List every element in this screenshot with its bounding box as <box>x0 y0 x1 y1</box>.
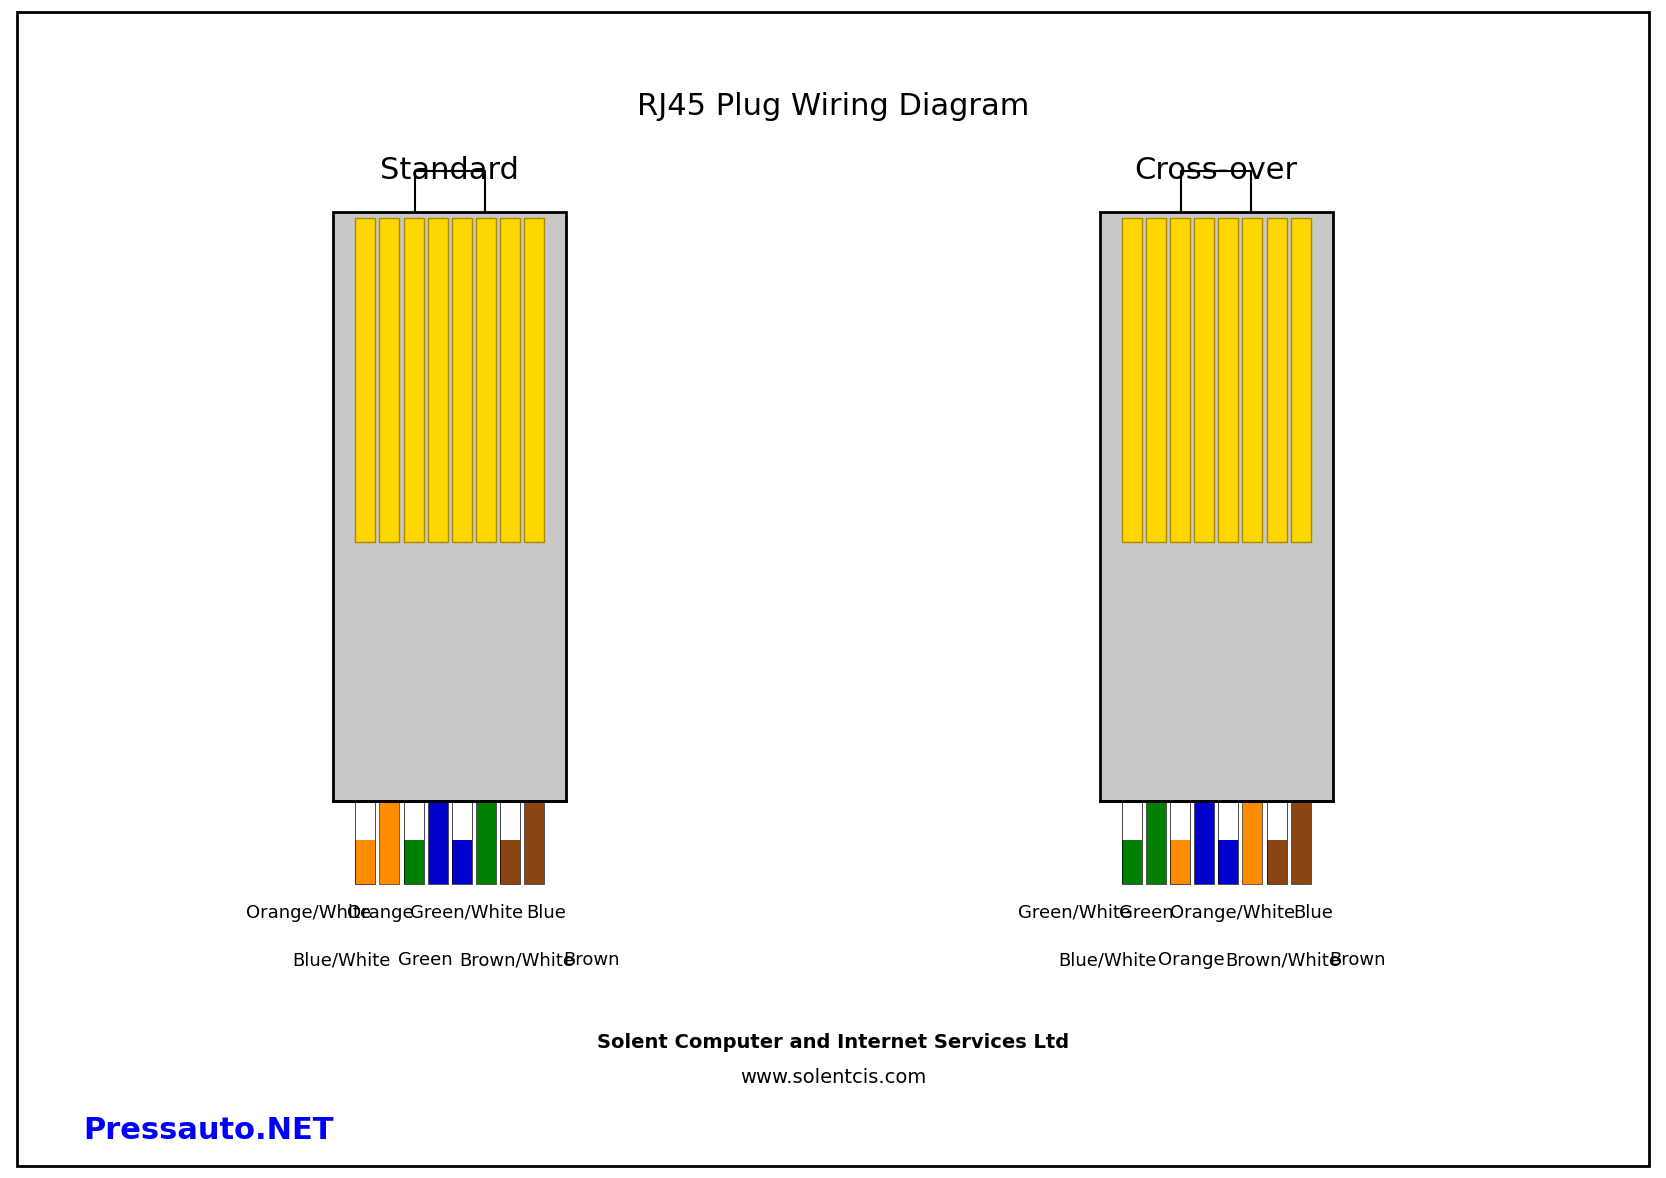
Bar <box>451 536 471 884</box>
Text: Cross-over: Cross-over <box>1135 157 1298 185</box>
Bar <box>355 536 375 884</box>
Bar <box>1121 623 1141 667</box>
Bar <box>1170 796 1190 840</box>
Bar <box>355 536 375 580</box>
Bar <box>403 623 423 667</box>
Bar <box>1266 536 1286 884</box>
Bar <box>403 536 423 884</box>
Bar <box>1218 536 1238 580</box>
Bar <box>428 536 448 884</box>
Bar <box>1266 623 1286 667</box>
Text: Green: Green <box>398 951 451 969</box>
Text: Pressauto.NET: Pressauto.NET <box>83 1117 333 1145</box>
Text: Orange: Orange <box>347 904 413 922</box>
Bar <box>1121 796 1141 840</box>
Text: Orange/White: Orange/White <box>1170 904 1296 922</box>
Bar <box>1243 218 1263 542</box>
Bar <box>403 709 423 753</box>
Bar <box>1291 218 1311 542</box>
Bar <box>1195 218 1215 542</box>
Bar <box>355 796 375 840</box>
Bar <box>1218 536 1238 884</box>
Text: Standard: Standard <box>380 157 520 185</box>
Bar <box>1266 796 1286 840</box>
Bar <box>1121 709 1141 753</box>
Bar <box>403 536 423 884</box>
Bar <box>1121 536 1141 884</box>
Text: Brown/White: Brown/White <box>1225 951 1341 969</box>
Bar <box>1146 218 1166 542</box>
Bar <box>1121 536 1141 580</box>
Bar <box>500 536 520 884</box>
Bar <box>1266 536 1286 580</box>
Bar <box>403 796 423 840</box>
Bar <box>380 536 400 884</box>
Bar <box>500 623 520 667</box>
Bar <box>451 218 471 542</box>
Bar <box>355 218 375 542</box>
Bar <box>451 536 471 884</box>
Bar <box>1218 796 1238 840</box>
Text: Blue/White: Blue/White <box>1058 951 1158 969</box>
Bar <box>1266 536 1286 884</box>
Bar <box>1170 536 1190 580</box>
Bar <box>1146 536 1166 884</box>
Bar <box>1218 218 1238 542</box>
Text: Green/White: Green/White <box>1018 904 1131 922</box>
Bar <box>1121 536 1141 884</box>
Bar <box>355 623 375 667</box>
Text: Solent Computer and Internet Services Ltd: Solent Computer and Internet Services Lt… <box>596 1033 1070 1052</box>
Bar <box>1291 536 1311 884</box>
Bar <box>403 218 423 542</box>
Bar <box>1170 218 1190 542</box>
Bar <box>1170 709 1190 753</box>
Bar <box>1218 536 1238 884</box>
Text: Green/White: Green/White <box>410 904 523 922</box>
Bar <box>451 623 471 667</box>
Bar <box>1243 536 1263 884</box>
Bar <box>525 218 545 542</box>
Bar <box>1266 218 1286 542</box>
Bar <box>1266 709 1286 753</box>
Bar <box>525 536 545 884</box>
Text: Orange/White: Orange/White <box>245 904 372 922</box>
Bar <box>1170 536 1190 884</box>
Bar <box>1195 536 1215 884</box>
Bar <box>476 218 496 542</box>
Bar <box>428 218 448 542</box>
Bar <box>476 536 496 884</box>
Bar <box>500 218 520 542</box>
Bar <box>1170 536 1190 884</box>
Text: Green: Green <box>1120 904 1173 922</box>
Bar <box>1218 709 1238 753</box>
Text: www.solentcis.com: www.solentcis.com <box>740 1068 926 1087</box>
Bar <box>355 709 375 753</box>
Text: RJ45 Plug Wiring Diagram: RJ45 Plug Wiring Diagram <box>636 92 1030 120</box>
Text: Brown: Brown <box>1329 951 1386 969</box>
Bar <box>500 709 520 753</box>
Text: Blue/White: Blue/White <box>292 951 392 969</box>
Bar <box>451 796 471 840</box>
Bar <box>333 212 566 801</box>
Bar <box>1170 623 1190 667</box>
Text: Orange: Orange <box>1158 951 1225 969</box>
Bar <box>355 536 375 884</box>
Bar <box>1218 623 1238 667</box>
Bar <box>380 218 400 542</box>
Text: Blue: Blue <box>1293 904 1333 922</box>
Bar <box>500 796 520 840</box>
Text: Brown/White: Brown/White <box>458 951 575 969</box>
Bar <box>1121 218 1141 542</box>
Text: Brown: Brown <box>563 951 620 969</box>
Bar <box>403 536 423 580</box>
Bar <box>500 536 520 884</box>
Bar <box>500 536 520 580</box>
Bar <box>451 536 471 580</box>
Bar <box>1100 212 1333 801</box>
Text: Blue: Blue <box>526 904 566 922</box>
Bar <box>451 709 471 753</box>
